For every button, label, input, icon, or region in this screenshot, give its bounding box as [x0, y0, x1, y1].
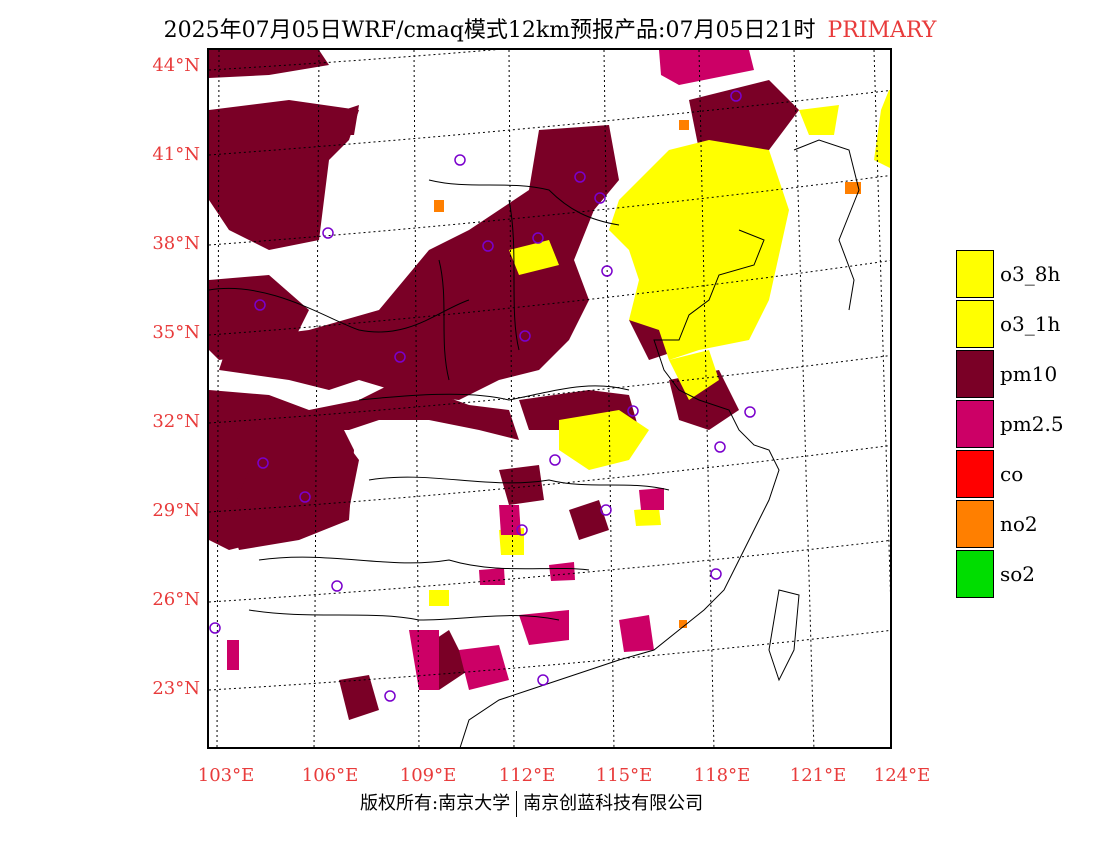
legend-swatch — [956, 250, 994, 298]
map-title: 2025年07月05日WRF/cmaq模式12km预报产品:07月05日21时 P… — [0, 12, 1100, 44]
lat-label-44: 44°N — [152, 55, 200, 76]
legend-item-o3-1h: o3_1h — [956, 299, 1064, 349]
copyright-separator — [516, 791, 518, 817]
title-primary-tag: PRIMARY — [827, 18, 937, 43]
legend-swatch — [956, 350, 994, 398]
title-text: 2025年07月05日WRF/cmaq模式12km预报产品:07月05日21时 — [163, 18, 816, 43]
lat-label-26: 26°N — [152, 589, 200, 610]
legend-label: o3_8h — [1000, 262, 1061, 286]
graticule — [209, 50, 890, 747]
lon-label-112: 112°E — [498, 765, 556, 786]
lon-label-106: 106°E — [301, 765, 359, 786]
legend-swatch — [956, 450, 994, 498]
o3-region — [429, 90, 890, 606]
legend-label: so2 — [1000, 562, 1036, 586]
lon-label-103: 103°E — [197, 765, 255, 786]
lat-label-35: 35°N — [152, 322, 200, 343]
legend-item-co: co — [956, 449, 1064, 499]
no2-region — [434, 120, 861, 628]
lon-label-121: 121°E — [789, 765, 847, 786]
legend-label: pm2.5 — [1000, 412, 1064, 436]
lon-label-109: 109°E — [399, 765, 457, 786]
lon-label-118: 118°E — [693, 765, 751, 786]
legend-item-o3-8h: o3_8h — [956, 249, 1064, 299]
copyright-right: 南京创蓝科技有限公司 — [523, 793, 704, 814]
lon-label-124: 124°E — [873, 765, 931, 786]
map-canvas — [209, 50, 890, 747]
lat-label-32: 32°N — [152, 411, 200, 432]
lat-label-38: 38°N — [152, 233, 200, 254]
legend-label: no2 — [1000, 512, 1038, 536]
city-markers — [209, 90, 756, 702]
lat-label-23: 23°N — [152, 678, 200, 699]
lat-label-41: 41°N — [152, 144, 200, 165]
legend-item-so2: so2 — [956, 549, 1064, 599]
pollution-map — [207, 48, 892, 749]
legend-item-no2: no2 — [956, 499, 1064, 549]
coastline — [209, 139, 860, 747]
lat-label-29: 29°N — [152, 500, 200, 521]
lon-label-115: 115°E — [595, 765, 653, 786]
legend-swatch — [956, 550, 994, 598]
legend-label: pm10 — [1000, 362, 1058, 386]
copyright-left: 版权所有:南京大学 — [360, 793, 511, 814]
legend-item-pm25: pm2.5 — [956, 399, 1064, 449]
legend-label: co — [1000, 462, 1024, 486]
legend-swatch — [956, 300, 994, 348]
legend: o3_8h o3_1h pm10 pm2.5 co no2 so2 — [956, 249, 1064, 599]
legend-item-pm10: pm10 — [956, 349, 1064, 399]
copyright: 版权所有:南京大学 南京创蓝科技有限公司 — [360, 789, 703, 817]
legend-swatch — [956, 500, 994, 548]
legend-label: o3_1h — [1000, 312, 1061, 336]
pm25-region — [227, 50, 754, 690]
legend-swatch — [956, 400, 994, 448]
